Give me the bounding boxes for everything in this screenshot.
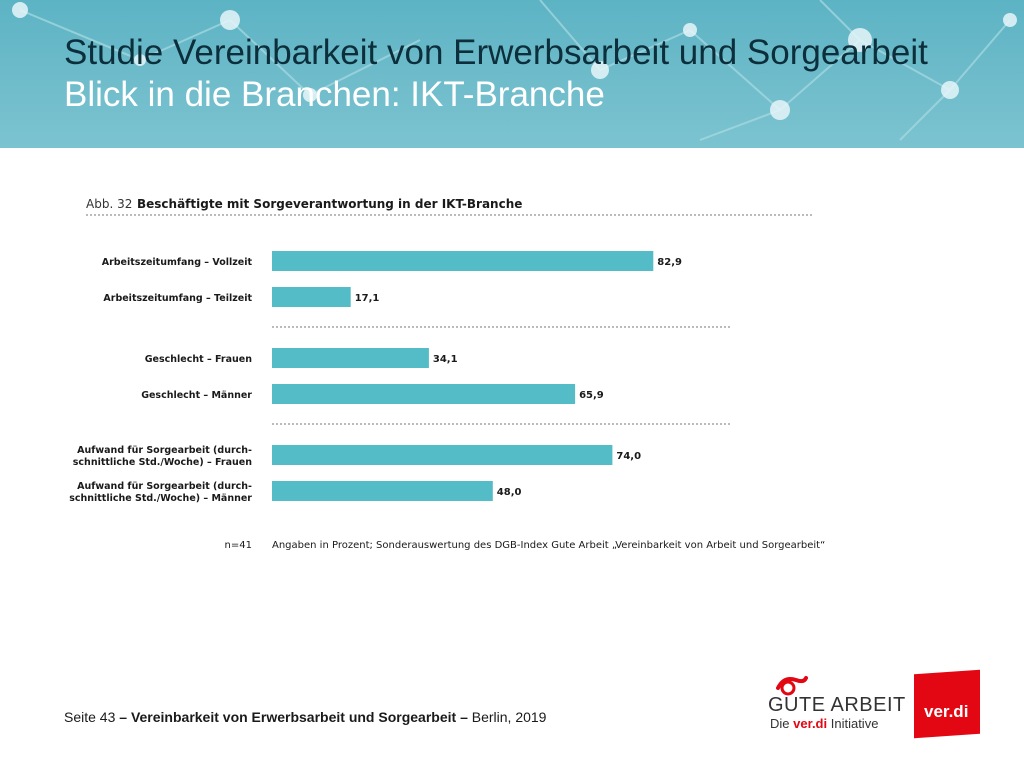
tagline-brand: ver.di [793, 716, 828, 731]
category-label: Arbeitszeitumfang – Teilzeit [103, 293, 252, 304]
chart-title: Beschäftigte mit Sorgeverantwortung in d… [137, 197, 522, 211]
gute-arbeit-mark-icon [776, 676, 808, 696]
header-banner: Studie Vereinbarkeit von Erwerbsarbeit u… [0, 0, 1024, 148]
bar [272, 287, 351, 307]
bar [272, 348, 429, 368]
tagline-pre: Die [770, 716, 790, 731]
slide-title: Studie Vereinbarkeit von Erwerbsarbeit u… [64, 33, 928, 72]
category-label: Aufwand für Sorgearbeit (durch- [77, 481, 252, 492]
verdi-logo-text: ver.di [924, 702, 969, 721]
bar-value-label: 65,9 [579, 390, 604, 401]
footer-separator: – [460, 709, 468, 725]
bar-value-label: 82,9 [657, 257, 682, 268]
category-label: schnittliche Std./Woche) – Männer [69, 493, 252, 504]
gute-arbeit-wordmark: GUTE ARBEIT [768, 694, 906, 716]
bar [272, 481, 493, 501]
sample-size-note: n=41 [225, 540, 252, 551]
category-label: Aufwand für Sorgearbeit (durch- [77, 445, 252, 456]
category-label: Geschlecht – Männer [141, 390, 252, 401]
slide-subtitle: Blick in die Branchen: IKT-Branche [64, 75, 605, 114]
category-label: Geschlecht – Frauen [145, 354, 252, 365]
bar-value-label: 48,0 [497, 487, 522, 498]
footer-separator: – [119, 709, 128, 725]
bar-value-label: 34,1 [433, 354, 458, 365]
bar-chart: Abb. 32 Beschäftigte mit Sorgeverantwort… [69, 197, 825, 551]
chart-figure-label: Abb. 32 [86, 197, 132, 211]
bar [272, 384, 576, 404]
category-label: Arbeitszeitumfang – Vollzeit [102, 257, 253, 268]
bar-value-label: 74,0 [616, 451, 641, 462]
bar-value-label: 17,1 [355, 293, 380, 304]
gute-arbeit-tagline: Die ver.di Initiative [770, 716, 878, 731]
footer-page: Seite 43 [64, 709, 116, 725]
category-label: schnittliche Std./Woche) – Frauen [73, 457, 252, 468]
footer: Seite 43 – Vereinbarkeit von Erwerbsarbe… [64, 709, 546, 725]
footer-place-year: Berlin, 2019 [471, 709, 547, 725]
bar [272, 251, 654, 271]
footer-study-title: Vereinbarkeit von Erwerbsarbeit und Sorg… [130, 709, 457, 725]
source-note: Angaben in Prozent; Sonderauswertung des… [272, 540, 825, 551]
gute-arbeit-logo: GUTE ARBEIT Die ver.di Initiative [768, 674, 905, 734]
tagline-post: Initiative [830, 716, 879, 731]
verdi-logo: ver.di [914, 669, 980, 739]
bar [272, 445, 613, 465]
network-background-graphic [12, 0, 1017, 141]
